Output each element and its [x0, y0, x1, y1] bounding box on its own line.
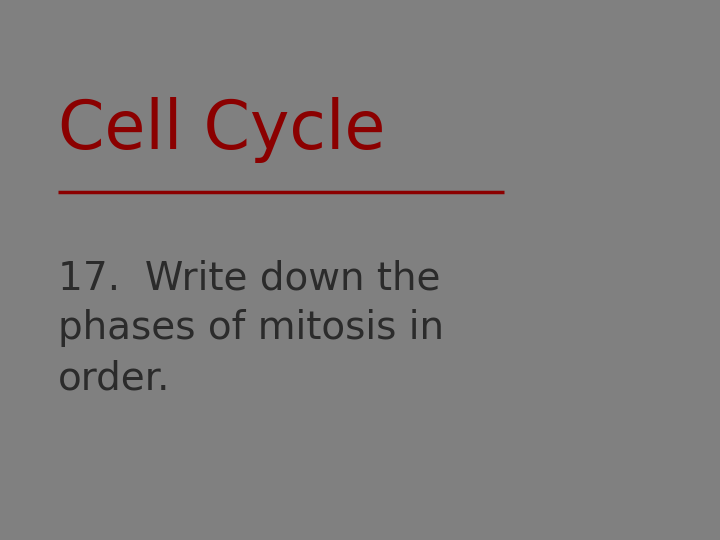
- Text: Cell Cycle: Cell Cycle: [58, 97, 385, 163]
- Text: 17.  Write down the
phases of mitosis in
order.: 17. Write down the phases of mitosis in …: [58, 259, 444, 397]
